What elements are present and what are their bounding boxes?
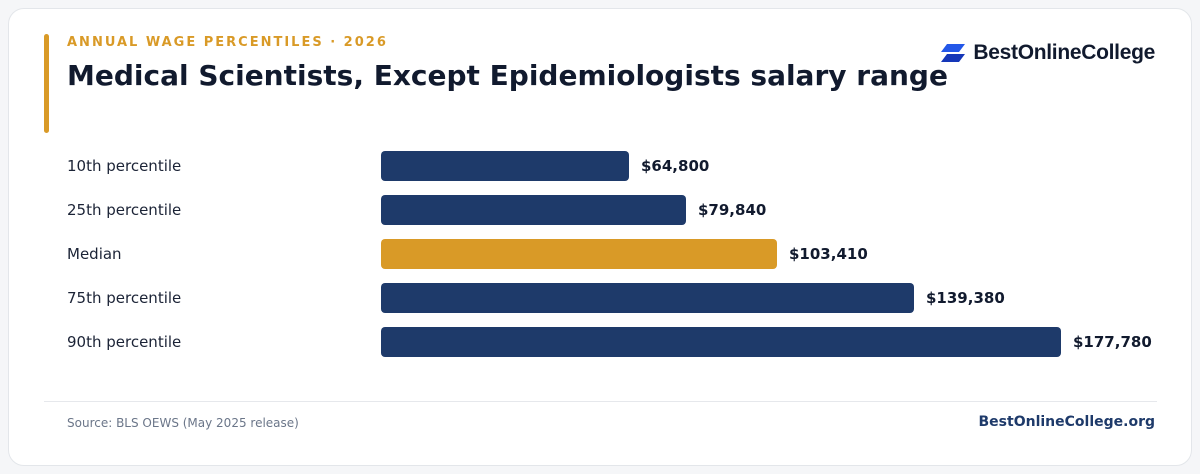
category-label: 25th percentile <box>67 201 181 219</box>
category-label: Median <box>67 245 122 263</box>
category-label: 75th percentile <box>67 289 181 307</box>
accent-bar <box>44 34 49 133</box>
category-label: 10th percentile <box>67 157 181 175</box>
value-label: $139,380 <box>926 289 1005 307</box>
value-label: $79,840 <box>698 201 766 219</box>
percentile-bar <box>381 151 629 181</box>
median-bar <box>381 239 777 269</box>
percentile-bar <box>381 327 1061 357</box>
footer-site-link[interactable]: BestOnlineCollege.org <box>978 414 1155 430</box>
eyebrow-label: ANNUAL WAGE PERCENTILES · 2026 <box>67 35 388 50</box>
source-note: Source: BLS OEWS (May 2025 release) <box>67 416 299 430</box>
chart-card: ANNUAL WAGE PERCENTILES · 2026 Medical S… <box>8 8 1192 466</box>
logo-text: BestOnlineCollege <box>973 41 1155 64</box>
footer-divider <box>44 401 1157 402</box>
value-label: $64,800 <box>641 157 709 175</box>
stacked-parallelogram-icon <box>941 44 966 62</box>
percentile-bar <box>381 283 914 313</box>
chart-title: Medical Scientists, Except Epidemiologis… <box>67 59 948 92</box>
value-label: $177,780 <box>1073 333 1152 351</box>
percentile-bar <box>381 195 686 225</box>
value-label: $103,410 <box>789 245 868 263</box>
brand-logo[interactable]: BestOnlineCollege <box>941 41 1155 65</box>
category-label: 90th percentile <box>67 333 181 351</box>
